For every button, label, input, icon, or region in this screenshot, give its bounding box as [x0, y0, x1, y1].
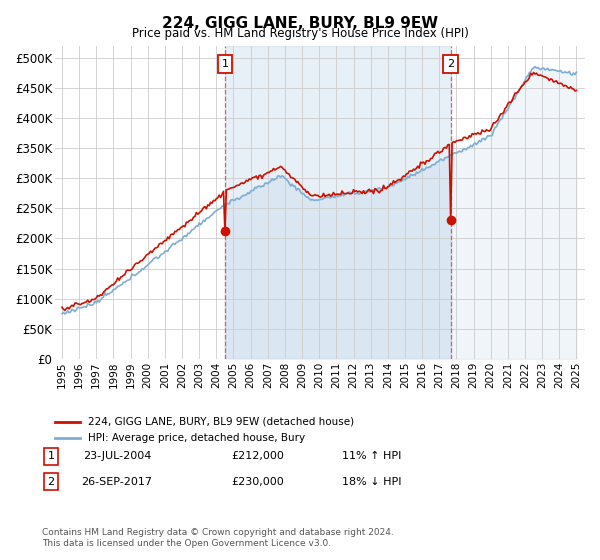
- Bar: [225, 46, 451, 359]
- Text: 224, GIGG LANE, BURY, BL9 9EW: 224, GIGG LANE, BURY, BL9 9EW: [162, 16, 438, 31]
- Text: £212,000: £212,000: [232, 451, 284, 461]
- Text: 2: 2: [47, 477, 55, 487]
- Text: Price paid vs. HM Land Registry's House Price Index (HPI): Price paid vs. HM Land Registry's House …: [131, 27, 469, 40]
- Text: 224, GIGG LANE, BURY, BL9 9EW (detached house): 224, GIGG LANE, BURY, BL9 9EW (detached …: [88, 417, 354, 427]
- Text: 11% ↑ HPI: 11% ↑ HPI: [343, 451, 401, 461]
- Text: 26-SEP-2017: 26-SEP-2017: [82, 477, 152, 487]
- Text: 18% ↓ HPI: 18% ↓ HPI: [342, 477, 402, 487]
- Text: 2: 2: [447, 59, 454, 69]
- Text: 1: 1: [221, 59, 229, 69]
- Text: 1: 1: [47, 451, 55, 461]
- Text: HPI: Average price, detached house, Bury: HPI: Average price, detached house, Bury: [88, 433, 305, 443]
- Text: £230,000: £230,000: [232, 477, 284, 487]
- Text: Contains HM Land Registry data © Crown copyright and database right 2024.
This d: Contains HM Land Registry data © Crown c…: [42, 528, 394, 548]
- Text: 23-JUL-2004: 23-JUL-2004: [83, 451, 151, 461]
